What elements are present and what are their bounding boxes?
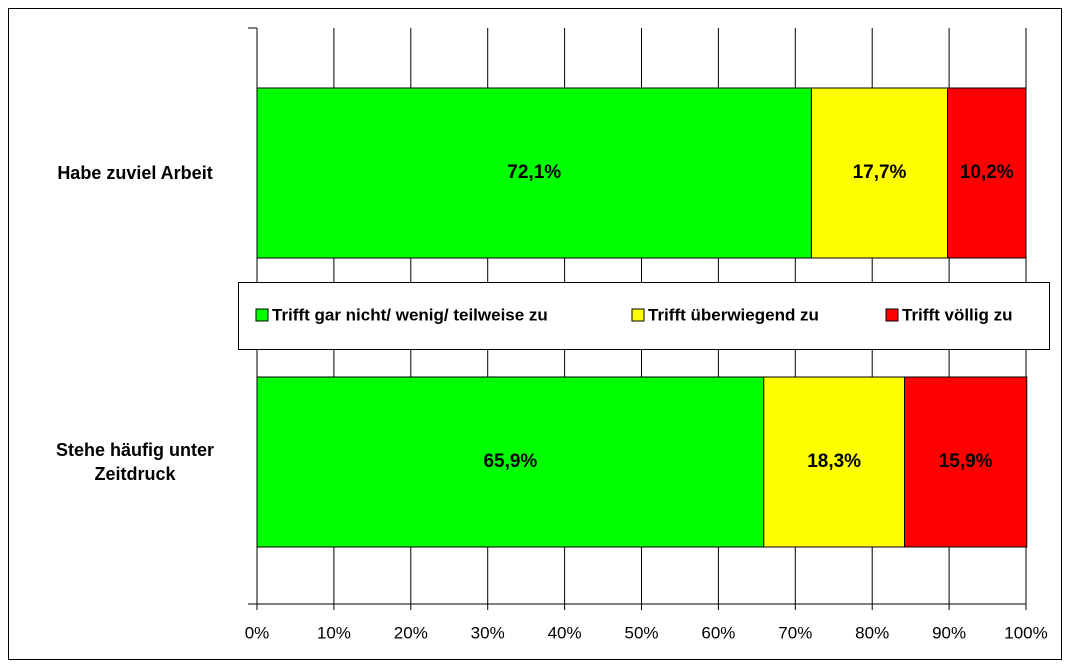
x-tick-label: 40% <box>548 623 582 642</box>
value-label: 72,1% <box>507 162 561 183</box>
value-label: 17,7% <box>853 162 907 183</box>
y-tick-label: Habe zuviel Arbeit <box>57 163 213 183</box>
x-tick-label: 50% <box>624 623 658 642</box>
legend-swatch <box>255 308 269 322</box>
x-tick-label: 0% <box>245 623 270 642</box>
legend-swatch <box>885 308 899 322</box>
bar-segment <box>903 376 1028 548</box>
bar-segment <box>763 376 905 548</box>
legend-label: Trifft völlig zu <box>902 305 1013 324</box>
value-label: 10,2% <box>960 162 1014 183</box>
x-tick-label: 90% <box>932 623 966 642</box>
x-tick-label: 100% <box>1004 623 1047 642</box>
legend-label: Trifft gar nicht/ wenig/ teilweise zu <box>272 305 548 324</box>
x-tick-label: 80% <box>855 623 889 642</box>
legend-label: Trifft überwiegend zu <box>648 305 819 324</box>
bar-segment <box>947 87 1027 259</box>
bar-segment <box>256 376 765 548</box>
y-tick-label: Stehe häufig unter Zeitdruck <box>55 440 214 484</box>
bar-segment <box>256 87 812 259</box>
legend-swatch <box>631 308 645 322</box>
x-tick-label: 60% <box>701 623 735 642</box>
x-tick-label: 70% <box>778 623 812 642</box>
value-label: 15,9% <box>939 451 993 472</box>
value-label: 65,9% <box>483 451 537 472</box>
x-tick-label: 20% <box>394 623 428 642</box>
bar-segment <box>810 87 949 259</box>
x-tick-label: 10% <box>317 623 351 642</box>
value-label: 18,3% <box>807 451 861 472</box>
x-tick-label: 30% <box>471 623 505 642</box>
